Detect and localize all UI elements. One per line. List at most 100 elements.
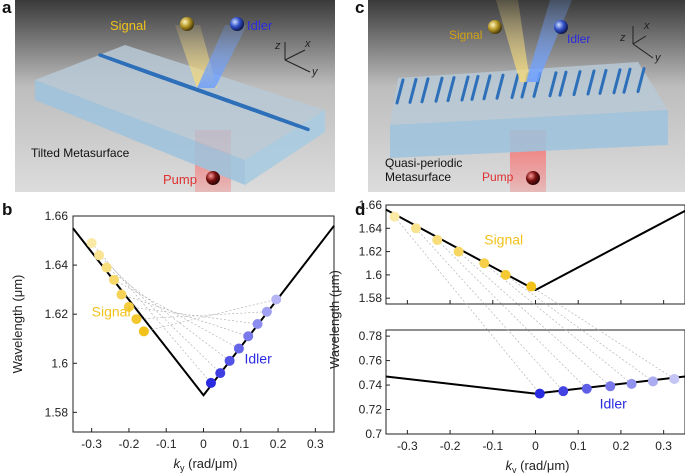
x-axis-label: ky (rad/μm) [174, 456, 238, 473]
idler-point [243, 331, 254, 342]
x-tick-label: 0 [200, 437, 207, 451]
y-tick-label: 1.58 [45, 405, 69, 419]
signal-point [500, 269, 511, 280]
grating-bar [470, 74, 480, 101]
idler-point [647, 376, 658, 387]
y-tick-label: 0.7 [365, 427, 382, 441]
idler-point [224, 355, 235, 366]
pair-connector [143, 299, 277, 332]
idler-point [605, 381, 616, 392]
x-tick-label: 0.3 [655, 439, 672, 453]
y-tick-label: 0.76 [359, 354, 383, 368]
x-tick-label: 0.1 [232, 437, 249, 451]
idler-point [233, 343, 244, 354]
pair-connector [91, 242, 212, 384]
idler-point [215, 368, 226, 379]
signal-point [123, 301, 134, 312]
chart-d: -0.3 -0.2 -0.1 0 0.1 0.2 0.3 1.58 1.6 1.62 1.64 1.6… [327, 198, 685, 473]
grating-bar [548, 71, 558, 98]
grating-bar [446, 76, 456, 103]
idler-point [581, 383, 592, 394]
plot-frame [72, 215, 335, 433]
signal-annotation: Signal [484, 232, 523, 248]
grating-bar [622, 67, 632, 94]
pair-connector [106, 267, 230, 362]
panel-letter-a: a [2, 0, 12, 17]
grating-bar [482, 74, 492, 101]
y-tick-label: 1.58 [359, 291, 383, 305]
x-tick-label: -0.1 [482, 439, 503, 453]
caption-a: Tilted Metasurface [31, 146, 130, 160]
y-tick-label: 0.74 [359, 378, 383, 392]
signal-branch-curve [385, 208, 685, 292]
y-tick-label: 1.66 [359, 198, 383, 212]
idler-annotation: Idler [600, 395, 628, 411]
chart-b-svg: -0.3 -0.2 -0.1 0 0.1 0.2 0.3 1.58 1.6 1.62 1.64 1.6… [10, 209, 335, 473]
pump-label-c: Pump [482, 170, 514, 184]
signal-point [389, 211, 400, 222]
chart-b: -0.3 -0.2 -0.1 0 0.1 0.2 0.3 1.58 1.6 1.62 1.64 1.6… [0, 200, 345, 473]
axis-y-a: y [312, 66, 318, 78]
grating-bar [408, 77, 418, 104]
y-tick-label: 0.72 [359, 403, 383, 417]
axis-x-c: x [644, 20, 650, 32]
signal-point [116, 289, 127, 300]
pair-connector [531, 286, 675, 380]
signal-point [94, 250, 105, 261]
signal-label-a: Signal [110, 18, 147, 33]
y-tick-label: 1.66 [45, 209, 69, 223]
pair-connector [458, 251, 611, 387]
idler-label-c: Idler [567, 32, 591, 46]
x-axis-label: ky (rad/μm) [506, 458, 570, 473]
grating-bar [460, 75, 470, 102]
x-tick-label: -0.1 [156, 437, 177, 451]
axis-z-a: z [275, 40, 281, 52]
signal-point [432, 234, 443, 245]
y-tick-label: 0.78 [359, 329, 383, 343]
grating-bar [510, 73, 520, 100]
signal-point [410, 223, 421, 234]
panel-letter-d: d [355, 200, 366, 219]
tilted-metasurface-illustration [15, 0, 335, 192]
x-tick-label: 0.3 [307, 437, 324, 451]
grating-bar [612, 68, 622, 95]
caption-c: Quasi-periodic Metasurface [385, 156, 462, 184]
x-tick-label: 0.2 [270, 437, 287, 451]
pair-connector [136, 311, 267, 320]
signal-point [131, 314, 142, 325]
idler-point [261, 306, 272, 317]
signal-point [101, 262, 112, 273]
render-quasi-periodic-metasurface: Signal Idler Quasi-periodic Metasurface … [368, 0, 685, 192]
x-tick-label: -0.2 [119, 437, 140, 451]
grating-bar [495, 73, 505, 100]
grating-bar [598, 68, 608, 95]
idler-point [626, 378, 637, 389]
signal-point [86, 238, 97, 248]
caption-c-line1: Quasi-periodic [385, 156, 463, 170]
x-tick-label: 0.1 [570, 439, 587, 453]
signal-point [138, 326, 149, 337]
pair-connector [98, 255, 221, 374]
pair-connector [505, 274, 654, 382]
pair-connector [128, 306, 258, 325]
grating-bar [586, 69, 596, 96]
idler-point [534, 388, 545, 399]
grating-bar [395, 78, 405, 105]
y-tick-label: 1.64 [45, 258, 69, 272]
caption-c-line2: Metasurface [385, 170, 452, 184]
x-tick-label: -0.3 [397, 439, 418, 453]
idler-point [271, 294, 282, 305]
y-tick-label: 1.62 [45, 307, 69, 321]
grating-bar [251, 107, 310, 132]
panel-letter-c: c [355, 0, 365, 17]
axis-x-a: x [305, 38, 311, 50]
y-tick-label: 1.64 [359, 221, 383, 235]
signal-point [109, 274, 120, 285]
signal-point [526, 281, 537, 292]
idler-annotation: Idler [245, 350, 273, 366]
y-tick-label: 1.6 [51, 356, 68, 370]
panel-letter-b: b [2, 200, 13, 219]
y-axis-label: Wavelength (μm) [327, 270, 342, 369]
pump-label-a: Pump [163, 172, 197, 187]
idler-point [205, 377, 216, 388]
